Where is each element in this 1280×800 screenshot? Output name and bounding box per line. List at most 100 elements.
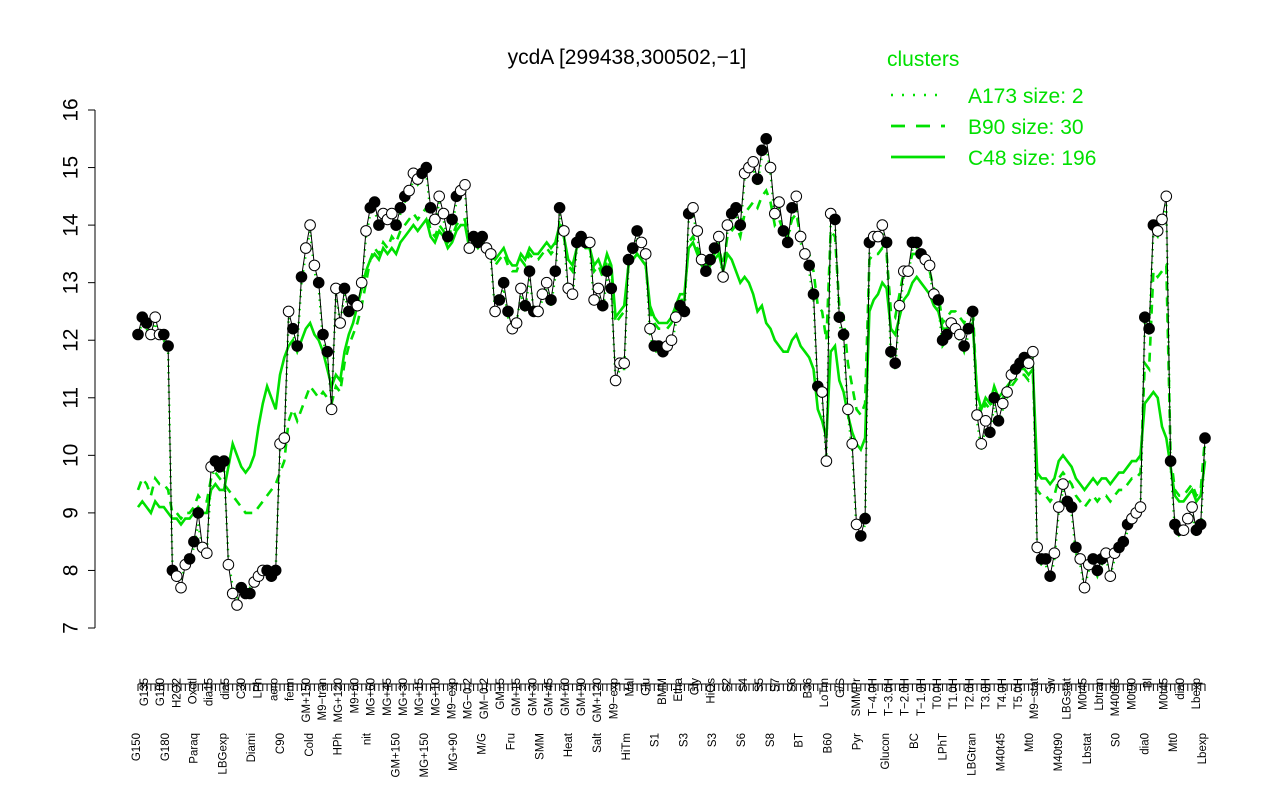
x-tick-label: Sw — [1045, 677, 1057, 694]
x-tick-label: S5 — [754, 678, 766, 692]
data-point — [799, 248, 811, 260]
x-tick-label: GM+60 — [560, 678, 572, 716]
x-tick-label: M9−exp — [447, 678, 459, 719]
data-point — [773, 196, 785, 208]
x-tick-label: T−4.0H — [867, 678, 879, 716]
x-tick-label: S6 — [786, 678, 798, 692]
data-point — [523, 265, 536, 278]
data-point — [304, 219, 316, 231]
x-tick-label: MG+10 — [430, 678, 442, 716]
x-tick-label: GM+90 — [576, 678, 588, 716]
x-tick-label: ferm — [285, 678, 297, 701]
x-tick-label: Lbexp — [1197, 733, 1209, 764]
data-point — [1078, 581, 1091, 594]
data-point — [1048, 547, 1061, 560]
data-point — [1070, 541, 1082, 554]
data-point — [984, 426, 996, 439]
data-point — [158, 328, 170, 341]
x-tick-label: Mt0 — [1168, 733, 1180, 752]
legend: clusters A173 size: 2 B90 size: 30 C48 siz… — [887, 48, 1096, 170]
data-point — [201, 547, 213, 560]
data-point — [670, 311, 682, 324]
data-point — [132, 328, 144, 341]
data-point — [764, 161, 777, 174]
x-tick-label: T1.0H — [948, 678, 960, 709]
x-tick-label: Lbstat — [1082, 732, 1094, 764]
x-tick-label: M9+60 — [349, 678, 361, 713]
data-point — [846, 438, 859, 450]
data-point — [1027, 345, 1039, 358]
data-point — [588, 294, 600, 306]
x-tick-label: Lbexp — [1191, 678, 1203, 709]
x-tick-label: Cold — [304, 733, 316, 757]
x-tick-label: M/G — [477, 733, 489, 755]
x-tick-label: Mt0 — [1024, 733, 1036, 752]
series-line-dotted — [136, 139, 1207, 603]
y-tick-label: 9 — [60, 507, 83, 519]
data-point — [756, 144, 768, 157]
data-point — [988, 392, 1001, 404]
data-point — [889, 357, 902, 370]
data-point — [876, 219, 889, 231]
data-point — [997, 397, 1009, 410]
data-point — [386, 207, 398, 220]
data-point — [1040, 553, 1052, 565]
data-point — [923, 259, 936, 272]
x-tick-label: MG−0.2 — [463, 678, 475, 719]
x-tick-label: H2O2 — [171, 678, 183, 708]
legend-title: clusters — [887, 48, 959, 71]
series-line-connecting — [137, 136, 1206, 607]
data-point — [300, 242, 312, 254]
x-tick-label: MG+30 — [398, 678, 410, 716]
data-point — [1117, 535, 1130, 548]
x-tick-label: Fru — [506, 733, 518, 750]
y-tick-label: 15 — [60, 156, 83, 179]
data-point — [893, 299, 906, 312]
x-tick-label: G180 — [155, 678, 167, 706]
data-point — [429, 213, 441, 226]
data-point — [222, 558, 235, 571]
x-tick-label: nit — [362, 732, 374, 745]
x-tick-label: LBGstat — [1062, 677, 1074, 719]
x-tick-label: dia15 — [204, 678, 216, 706]
data-point — [902, 265, 914, 278]
data-point — [317, 328, 329, 341]
data-point — [627, 242, 639, 254]
x-tick-label: Lbtran — [1094, 678, 1106, 711]
data-point — [231, 599, 243, 611]
x-tick-label: T3.0H — [981, 678, 993, 709]
data-point — [592, 282, 605, 295]
data-point — [691, 225, 704, 237]
data-point — [609, 374, 622, 387]
chart-title: ycdA [299438,300502,−1] — [508, 46, 747, 69]
data-point — [540, 276, 553, 289]
x-tick-label: HPh — [333, 733, 345, 755]
data-point — [807, 288, 820, 301]
data-point — [769, 207, 781, 220]
data-point — [954, 328, 966, 341]
data-point — [734, 219, 747, 231]
x-tick-label: T4.0H — [997, 678, 1009, 709]
x-tick-label: BT — [794, 733, 806, 748]
data-point — [489, 305, 501, 318]
data-point — [1199, 432, 1211, 444]
data-point — [781, 236, 794, 249]
x-tick-label: Paraq — [189, 733, 201, 764]
x-tick-label: G150 — [131, 733, 143, 761]
data-point — [1164, 455, 1177, 467]
x-tick-label: S2 — [722, 678, 734, 692]
data-point — [502, 305, 514, 318]
data-point — [958, 340, 970, 352]
y-tick-label: 13 — [60, 271, 83, 294]
data-point — [493, 294, 506, 306]
data-point — [536, 288, 549, 301]
data-point — [1139, 311, 1151, 324]
data-point — [278, 432, 291, 444]
data-point — [312, 276, 325, 289]
data-point — [760, 133, 773, 145]
data-point — [269, 564, 282, 577]
data-point — [1134, 501, 1147, 513]
x-tick-label: M40t45 — [1110, 678, 1122, 716]
series-layer — [136, 136, 1207, 607]
x-tick-label: S3 — [678, 733, 690, 747]
